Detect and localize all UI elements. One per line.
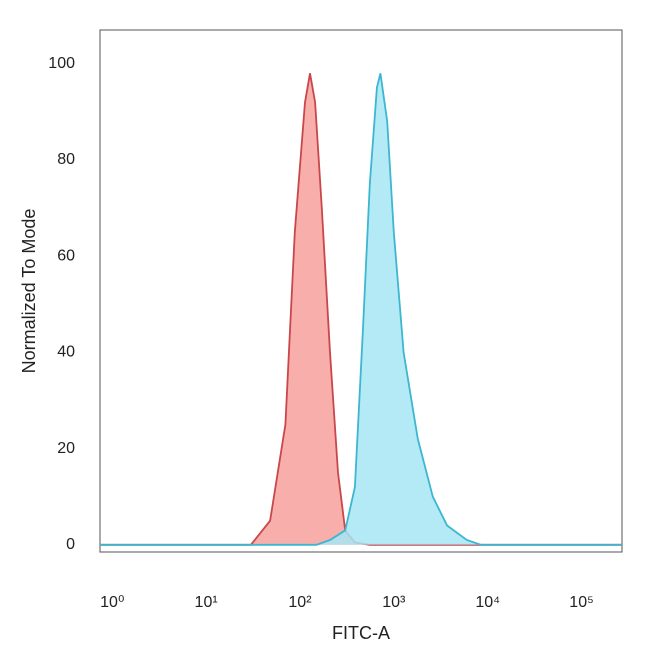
y-tick-label: 20 [57,440,75,457]
plot-frame [99,29,623,553]
x-tick-label: 10² [288,594,312,611]
y-tick-label: 60 [57,247,75,264]
x-tick-label: 10⁴ [475,594,500,611]
y-tick-label: 40 [57,344,75,361]
x-tick-label: 10⁵ [569,594,593,611]
x-axis-label: FITC-A [332,623,390,643]
x-tick-label: 10¹ [195,594,218,611]
y-tick-label: 0 [66,536,75,553]
y-axis-label: Normalized To Mode [19,209,39,374]
y-tick-label: 100 [48,55,75,72]
x-tick-label: 10³ [382,594,406,611]
area-outline [100,73,622,546]
x-tick-label: 10⁰ [100,594,124,611]
y-tick-label: 80 [57,151,75,168]
area [100,73,622,545]
